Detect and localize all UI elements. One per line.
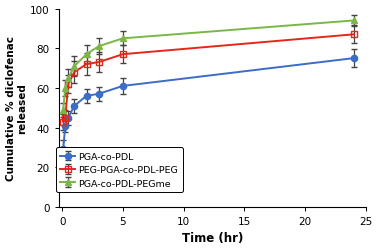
Legend: PGA-co-PDL, PEG-PGA-co-PDL-PEG, PGA-co-PDL-PEGme: PGA-co-PDL, PEG-PGA-co-PDL-PEG, PGA-co-P… [56, 148, 183, 192]
Y-axis label: Cumulative % diclofenac
released: Cumulative % diclofenac released [6, 36, 27, 180]
X-axis label: Time (hr): Time (hr) [181, 232, 243, 244]
